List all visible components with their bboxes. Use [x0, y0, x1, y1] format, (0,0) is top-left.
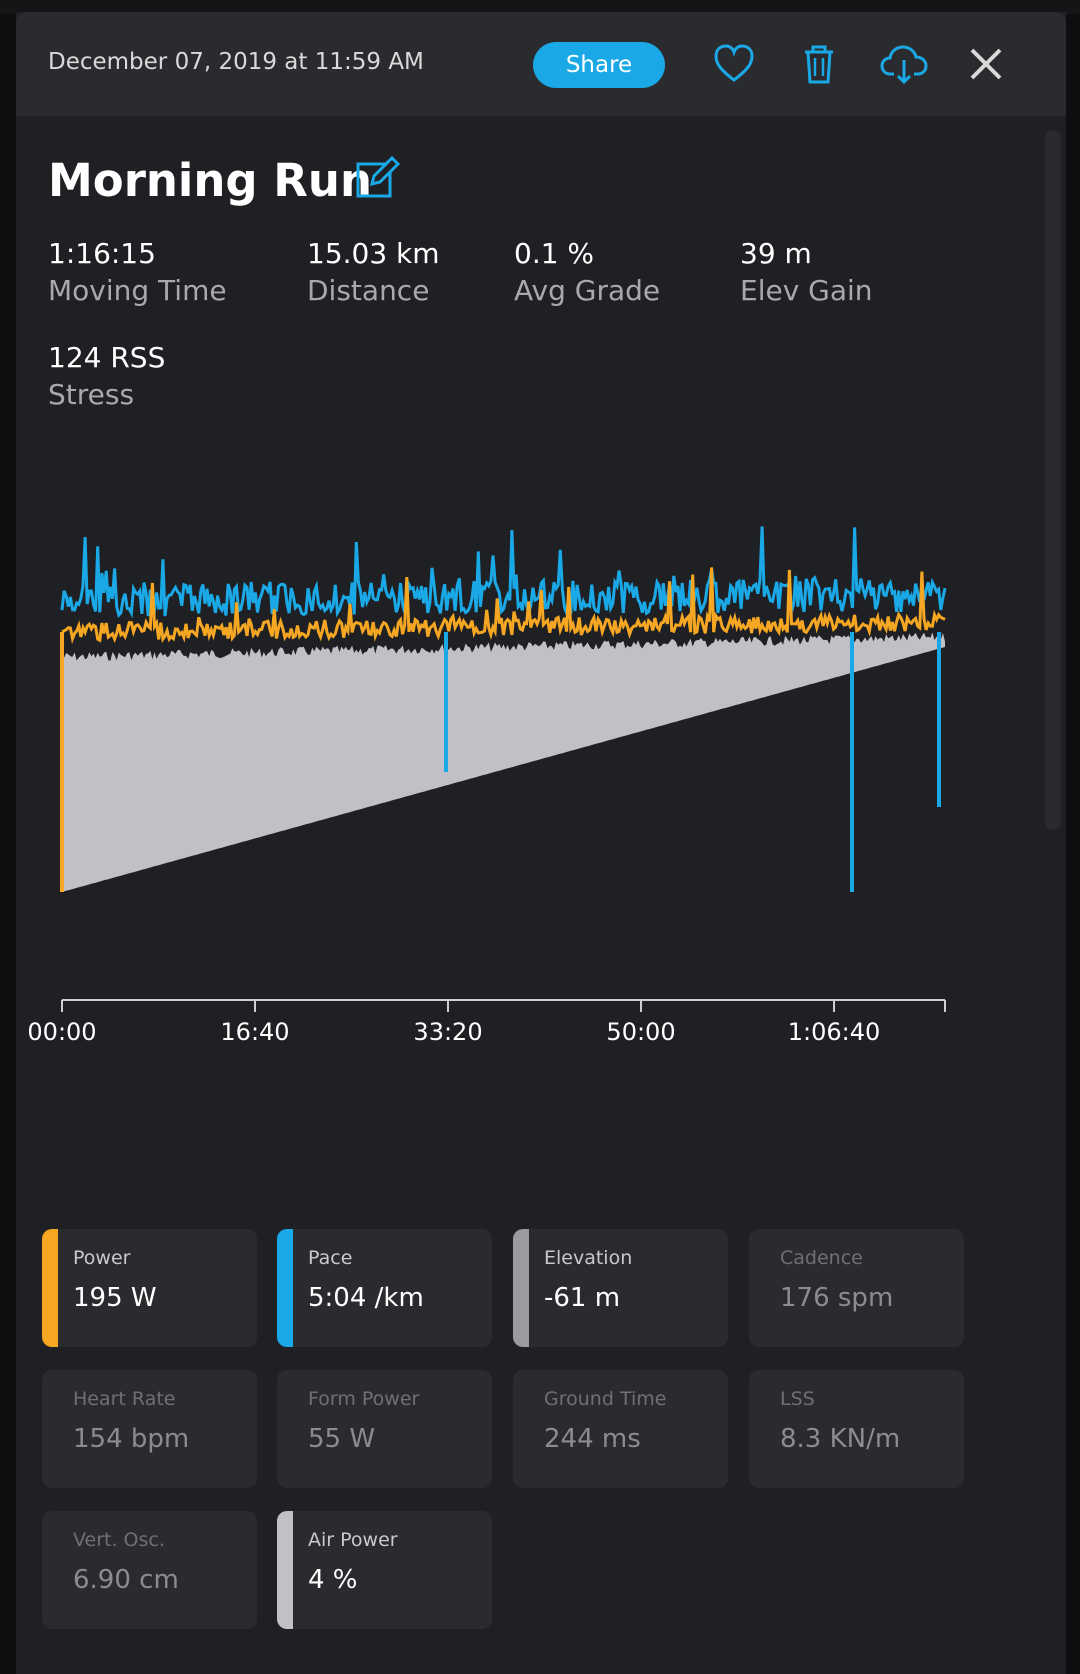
activity-title: Morning Run: [48, 154, 372, 207]
stat-distance: 15.03 km Distance: [307, 237, 440, 307]
stat-label: Distance: [307, 274, 430, 307]
close-icon[interactable]: [960, 38, 1012, 90]
metric-value: 55 W: [308, 1424, 376, 1454]
metric-card-air-power[interactable]: Air Power 4 %: [277, 1511, 492, 1629]
metric-value: -61 m: [544, 1283, 621, 1313]
x-tick-label: 1:06:40: [788, 1018, 881, 1046]
activity-panel: December 07, 2019 at 11:59 AM Share Morn…: [16, 12, 1066, 1674]
stat-value: 1:16:15: [48, 237, 156, 270]
stat-value: 39 m: [740, 237, 812, 270]
metric-value: 176 spm: [780, 1283, 894, 1313]
stat-label: Moving Time: [48, 274, 227, 307]
x-tick-label: 16:40: [220, 1018, 289, 1046]
metric-card-power[interactable]: Power 195 W: [42, 1229, 257, 1347]
metric-color-bar: [42, 1229, 58, 1347]
stat-label: Avg Grade: [514, 274, 661, 307]
metric-label: LSS: [780, 1388, 815, 1410]
background-strip: [0, 0, 1080, 14]
metric-value: 6.90 cm: [73, 1565, 179, 1595]
metric-label: Ground Time: [544, 1388, 667, 1410]
metric-card-elevation[interactable]: Elevation -61 m: [513, 1229, 728, 1347]
edit-icon[interactable]: [354, 154, 402, 202]
stat-stress: 124 RSS Stress: [48, 341, 165, 411]
metric-value: 4 %: [308, 1565, 358, 1595]
metric-label: Air Power: [308, 1529, 398, 1551]
metric-label: Heart Rate: [73, 1388, 176, 1410]
x-tick-label: 00:00: [27, 1018, 96, 1046]
metric-label: Cadence: [780, 1247, 863, 1269]
activity-header: December 07, 2019 at 11:59 AM Share: [16, 12, 1066, 116]
stat-value: 0.1 %: [514, 237, 595, 270]
metric-value: 5:04 /km: [308, 1283, 424, 1313]
metric-card-ground-time[interactable]: Ground Time 244 ms: [513, 1370, 728, 1488]
x-tick-label: 33:20: [413, 1018, 482, 1046]
stat-label: Stress: [48, 378, 135, 411]
stat-label: Elev Gain: [740, 274, 873, 307]
metric-card-pace[interactable]: Pace 5:04 /km: [277, 1229, 492, 1347]
metric-label: Pace: [308, 1247, 353, 1269]
metric-label: Elevation: [544, 1247, 633, 1269]
metric-value: 244 ms: [544, 1424, 641, 1454]
metric-label: Vert. Osc.: [73, 1529, 165, 1551]
metric-label: Power: [73, 1247, 131, 1269]
power-line: [61, 567, 946, 645]
stat-moving-time: 1:16:15 Moving Time: [48, 237, 227, 307]
cloud-download-icon[interactable]: [878, 38, 930, 90]
metric-card-vert-osc[interactable]: Vert. Osc. 6.90 cm: [42, 1511, 257, 1629]
metric-card-heart-rate[interactable]: Heart Rate 154 bpm: [42, 1370, 257, 1488]
metric-value: 8.3 KN/m: [780, 1424, 901, 1454]
metric-color-bar: [513, 1229, 529, 1347]
activity-date: December 07, 2019 at 11:59 AM: [48, 49, 424, 75]
metric-color-bar: [277, 1229, 293, 1347]
metric-card-lss[interactable]: LSS 8.3 KN/m: [749, 1370, 964, 1488]
x-tick-label: 50:00: [606, 1018, 675, 1046]
stat-value: 15.03 km: [307, 237, 440, 270]
pace-line: [60, 526, 947, 619]
elevation-area: [62, 632, 945, 892]
scrollbar[interactable]: [1045, 130, 1061, 830]
chart-time-axis: 00:00 16:40 33:20 50:00 1:06:40: [27, 999, 946, 1046]
heart-icon[interactable]: [708, 38, 760, 90]
stat-value: 124 RSS: [48, 341, 166, 374]
metric-value: 195 W: [73, 1283, 157, 1313]
metric-card-form-power[interactable]: Form Power 55 W: [277, 1370, 492, 1488]
metric-color-bar: [277, 1511, 293, 1629]
activity-chart[interactable]: 00:00 16:40 33:20 50:00 1:06:40: [16, 492, 1026, 1112]
metric-card-cadence[interactable]: Cadence 176 spm: [749, 1229, 964, 1347]
share-button[interactable]: Share: [533, 42, 665, 88]
stat-elev-gain: 39 m Elev Gain: [740, 237, 873, 307]
chart-series-layer: [60, 526, 947, 892]
stat-avg-grade: 0.1 % Avg Grade: [514, 237, 660, 307]
metric-value: 154 bpm: [73, 1424, 190, 1454]
metric-label: Form Power: [308, 1388, 420, 1410]
trash-icon[interactable]: [793, 38, 845, 90]
